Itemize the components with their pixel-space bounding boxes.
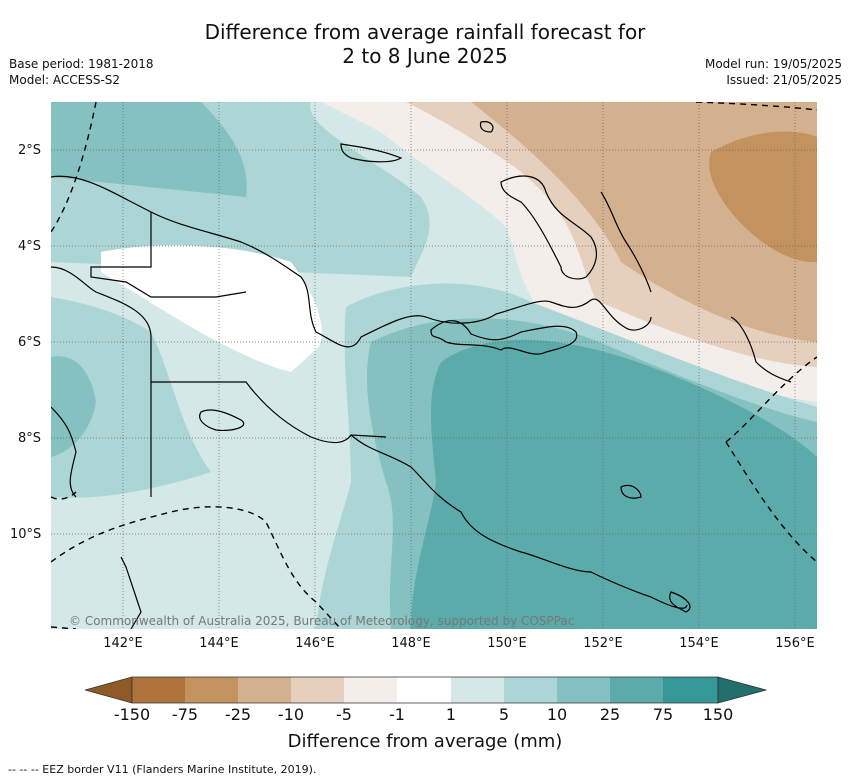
colorbar-tick-label: 10 — [546, 705, 568, 724]
colorbar-bin — [291, 677, 344, 703]
colorbar — [83, 676, 768, 704]
issued-date: Issued: 21/05/2025 — [726, 73, 842, 87]
lon-label: 154°E — [679, 636, 719, 651]
model-info: Base period: 1981-2018 Model: ACCESS-S2 — [9, 56, 154, 88]
graticule — [51, 102, 817, 629]
lon-label: 156°E — [775, 636, 815, 651]
eez-borders — [51, 102, 817, 629]
zone-75mm — [411, 339, 817, 629]
colorbar-tick-label: 1 — [445, 705, 457, 724]
colorbar-bin — [610, 677, 663, 703]
colorbar-extend-low — [83, 676, 133, 704]
colorbar-bin — [238, 677, 291, 703]
map-canvas — [51, 102, 817, 629]
colorbar-tick-label: -25 — [224, 705, 252, 724]
title-line-2: 2 to 8 June 2025 — [342, 44, 508, 68]
lat-label: 4°S — [18, 239, 42, 254]
colorbar-tick-label: 5 — [498, 705, 510, 724]
colorbar-bin — [557, 677, 610, 703]
model-name: Model: ACCESS-S2 — [9, 73, 121, 87]
rainfall-map — [51, 102, 817, 629]
zone-dry-highlands — [101, 245, 322, 372]
colorbar-tick-label: -1 — [389, 705, 405, 724]
colorbar-bin — [504, 677, 557, 703]
zone-minus25 — [709, 131, 817, 263]
colorbar-extend-high — [717, 676, 768, 704]
lon-label: 148°E — [391, 636, 431, 651]
copyright-notice: © Commonwealth of Australia 2025, Bureau… — [69, 614, 575, 628]
colorbar-bin — [185, 677, 238, 703]
lon-label: 142°E — [103, 636, 143, 651]
base-period: Base period: 1981-2018 — [9, 57, 154, 71]
lon-label: 144°E — [199, 636, 239, 651]
colorbar-bin — [663, 677, 718, 703]
title-line-1: Difference from average rainfall forecas… — [204, 20, 646, 44]
coastlines — [51, 121, 792, 629]
colorbar-bin — [451, 677, 504, 703]
zone-25mm-corner — [51, 102, 115, 147]
chart-title: Difference from average rainfall forecas… — [0, 20, 850, 68]
colorbar-title: Difference from average (mm) — [287, 731, 563, 752]
colorbar-tick-label: -5 — [336, 705, 352, 724]
zone-10mm-fly — [51, 297, 211, 498]
run-info: Model run: 19/05/2025 Issued: 21/05/2025 — [705, 56, 842, 88]
lat-label: 10°S — [10, 527, 42, 542]
model-run: Model run: 19/05/2025 — [704, 57, 842, 71]
lat-label: 2°S — [18, 143, 42, 158]
colorbar-bin — [132, 677, 185, 703]
colorbar-tick-label: -150 — [113, 705, 151, 724]
colorbar-tick-label: -10 — [277, 705, 305, 724]
lon-label: 146°E — [295, 636, 335, 651]
lat-label: 6°S — [18, 335, 42, 350]
colorbar-tick-label: 25 — [599, 705, 621, 724]
colorbar-tick-label: 150 — [702, 705, 734, 724]
lat-label: 8°S — [18, 431, 42, 446]
colorbar-bin — [397, 677, 451, 703]
zone-25mm-west — [51, 356, 96, 457]
colorbar-tick-label: -75 — [171, 705, 199, 724]
lon-label: 150°E — [487, 636, 527, 651]
colorbar-bin — [344, 677, 397, 703]
colorbar-tick-label: 75 — [652, 705, 674, 724]
eez-legend: -- -- -- EEZ border V11 (Flanders Marine… — [8, 763, 317, 776]
lon-label: 152°E — [583, 636, 623, 651]
